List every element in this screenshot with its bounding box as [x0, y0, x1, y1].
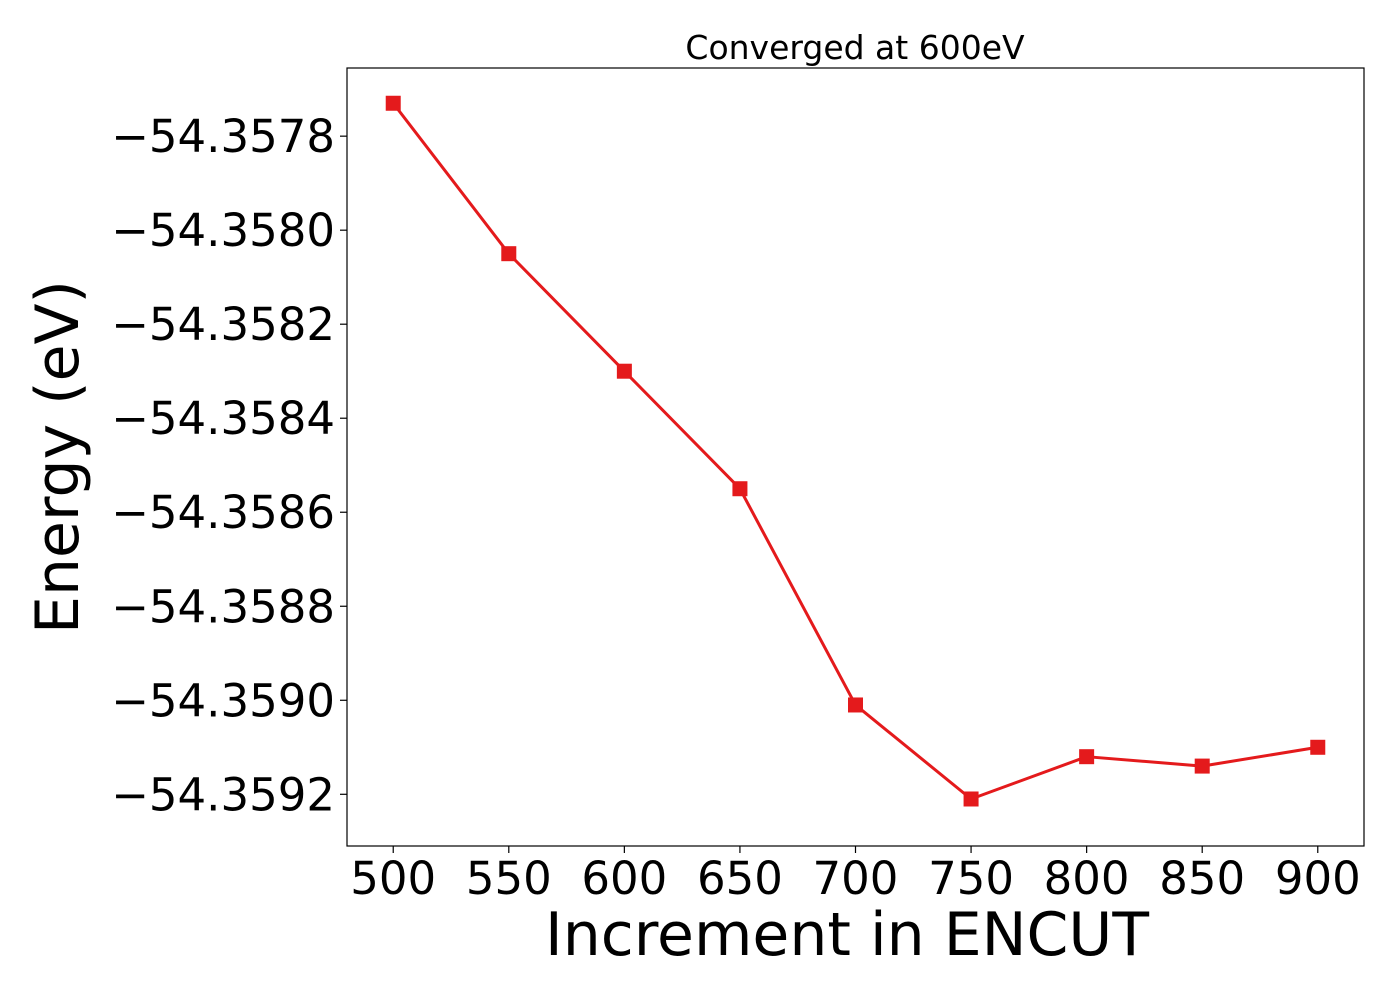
x-tick-label: 550: [466, 852, 552, 905]
x-axis-title: Increment in ENCUT: [545, 900, 1149, 970]
y-tick-label: −54.3582: [111, 298, 335, 351]
y-tick-label: −54.3580: [111, 204, 335, 257]
y-tick-label: −54.3590: [111, 674, 335, 727]
data-point-marker: [732, 481, 748, 497]
y-tick-label: −54.3578: [111, 110, 335, 163]
plot-area: [385, 95, 1326, 807]
x-tick-label: 500: [350, 852, 436, 905]
data-point-marker: [1194, 758, 1210, 774]
y-tick-label: −54.3592: [111, 768, 335, 821]
data-point-marker: [848, 697, 863, 713]
data-point-marker: [1310, 739, 1326, 755]
y-axis-title: Energy (eV): [23, 280, 93, 634]
x-tick-label: 700: [813, 852, 899, 905]
x-tick-label: 600: [581, 852, 667, 905]
y-tick-label: −54.3586: [111, 486, 335, 539]
x-tick-label: 650: [697, 852, 783, 905]
y-tick-label: −54.3584: [111, 392, 335, 445]
x-tick-label: 800: [1044, 852, 1130, 905]
chart-title: Converged at 600eV: [685, 28, 1025, 67]
x-tick-label: 750: [928, 852, 1014, 905]
data-point-marker: [1079, 749, 1095, 765]
data-point-marker: [616, 363, 632, 379]
x-tick-label: 900: [1275, 852, 1361, 905]
data-point-marker: [385, 95, 401, 111]
data-point-marker: [501, 246, 517, 262]
data-point-marker: [963, 791, 979, 807]
x-axis: 500 550 600 650 700 750 800 850 900: [350, 846, 1361, 905]
x-tick-label: 850: [1159, 852, 1245, 905]
y-tick-label: −54.3588: [111, 580, 335, 633]
y-axis: −54.3578 −54.3580 −54.3582 −54.3584 −54.3586…: [111, 110, 347, 821]
